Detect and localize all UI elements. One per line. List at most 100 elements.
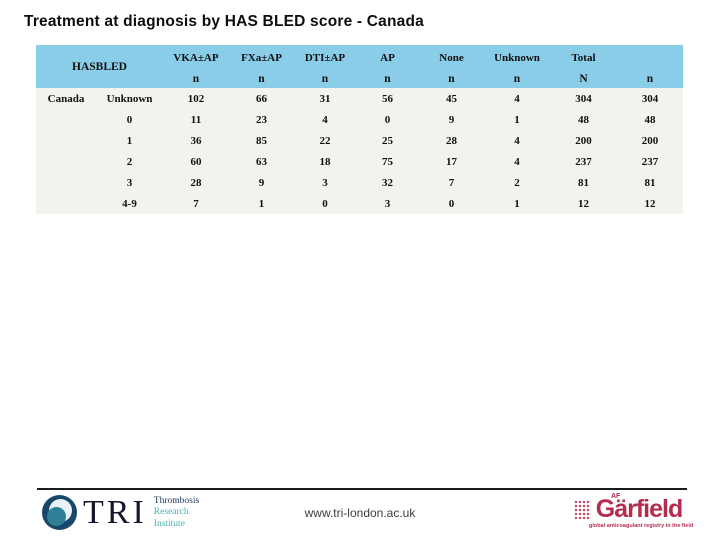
table-cell: 1 xyxy=(229,193,294,214)
sub-header-n: n xyxy=(163,70,229,88)
hasbled-score-cell: 0 xyxy=(96,109,163,130)
table-cell: 1 xyxy=(484,193,550,214)
sub-header-n: n xyxy=(229,70,294,88)
table-row: 4-9 7 1 0 3 0 1 12 12 xyxy=(36,193,683,214)
table-cell: 304 xyxy=(617,88,683,109)
table-cell: 75 xyxy=(356,151,419,172)
table-cell: 23 xyxy=(229,109,294,130)
table-cell: 56 xyxy=(356,88,419,109)
page-title: Treatment at diagnosis by HAS BLED score… xyxy=(24,13,424,30)
col-header-total: Total xyxy=(550,45,617,70)
col-header-none: None xyxy=(419,45,484,70)
garfield-tagline: global anticoagulant registry in the fie… xyxy=(589,523,694,529)
table-row: 1 36 85 22 25 28 4 200 200 xyxy=(36,130,683,151)
table-cell: 48 xyxy=(617,109,683,130)
table-cell: 200 xyxy=(550,130,617,151)
table-cell: 0 xyxy=(294,193,356,214)
garfield-af-label: AF xyxy=(611,493,621,500)
country-cell xyxy=(36,193,96,214)
sub-header-n: n xyxy=(356,70,419,88)
footer-divider xyxy=(37,488,687,490)
tri-logo: TRI Thrombosis Research Institute xyxy=(42,493,199,531)
garfield-wordmark: AF Gärfield xyxy=(574,493,689,523)
table-cell: 7 xyxy=(419,172,484,193)
table-cell: 11 xyxy=(163,109,229,130)
table-cell: 237 xyxy=(617,151,683,172)
table-cell: 4 xyxy=(294,109,356,130)
table-cell: 81 xyxy=(617,172,683,193)
table-cell: 237 xyxy=(550,151,617,172)
sub-header-n: n xyxy=(484,70,550,88)
country-cell: Canada xyxy=(36,88,96,109)
table-row: 0 11 23 4 0 9 1 48 48 xyxy=(36,109,683,130)
table-cell: 28 xyxy=(419,130,484,151)
table-cell: 48 xyxy=(550,109,617,130)
table-cell: 2 xyxy=(484,172,550,193)
col-header-vka-ap: VKA±AP xyxy=(163,45,229,70)
table-cell: 4 xyxy=(484,130,550,151)
table-cell: 45 xyxy=(419,88,484,109)
table-cell: 12 xyxy=(550,193,617,214)
garfield-word-text: Gärfield xyxy=(595,495,683,523)
table-cell: 304 xyxy=(550,88,617,109)
col-header-fxa-ap: FXa±AP xyxy=(229,45,294,70)
table-cell: 7 xyxy=(163,193,229,214)
tri-line-research: Research xyxy=(153,507,189,518)
hasbled-score-cell: 3 xyxy=(96,172,163,193)
sub-header-n: n xyxy=(617,70,683,88)
table-cell: 3 xyxy=(356,193,419,214)
hasbled-score-cell: Unknown xyxy=(96,88,163,109)
table-cell: 28 xyxy=(163,172,229,193)
col-header-dti-ap: DTI±AP xyxy=(294,45,356,70)
table-cell: 32 xyxy=(356,172,419,193)
table-cell: 200 xyxy=(617,130,683,151)
table-header: HASBLED VKA±AP FXa±AP DTI±AP AP None Unk… xyxy=(36,45,683,88)
hasbled-score-cell: 1 xyxy=(96,130,163,151)
garfield-halftone-dots-icon xyxy=(574,500,591,519)
tri-circle-icon xyxy=(42,495,77,531)
table-cell: 3 xyxy=(294,172,356,193)
table-row: 2 60 63 18 75 17 4 237 237 xyxy=(36,151,683,172)
table-cell: 4 xyxy=(484,88,550,109)
table-cell: 9 xyxy=(229,172,294,193)
table-row: 3 28 9 3 32 7 2 81 81 xyxy=(36,172,683,193)
table-cell: 63 xyxy=(229,151,294,172)
col-header-unknown: Unknown xyxy=(484,45,550,70)
col-header-blank xyxy=(617,45,683,70)
table-cell: 85 xyxy=(229,130,294,151)
corner-header-hasbled: HASBLED xyxy=(36,45,163,88)
table-cell: 81 xyxy=(550,172,617,193)
table-cell: 66 xyxy=(229,88,294,109)
country-cell xyxy=(36,130,96,151)
table-cell: 0 xyxy=(419,193,484,214)
table-cell: 22 xyxy=(294,130,356,151)
table-row: Canada Unknown 102 66 31 56 45 4 304 304 xyxy=(36,88,683,109)
hasbled-score-cell: 4-9 xyxy=(96,193,163,214)
tri-line-institute: Institute xyxy=(153,518,185,529)
sub-header-n: n xyxy=(419,70,484,88)
table-cell: 60 xyxy=(163,151,229,172)
sub-header-total-n: N xyxy=(550,70,617,88)
country-cell xyxy=(36,172,96,193)
tri-line-thrombosis: Thrombosis xyxy=(153,496,200,506)
country-cell xyxy=(36,109,96,130)
table-cell: 4 xyxy=(484,151,550,172)
table-cell: 17 xyxy=(419,151,484,172)
garfield-logo: AF Gärfield global anticoagulant registr… xyxy=(574,493,694,529)
table-cell: 1 xyxy=(484,109,550,130)
tri-institute-name: Thrombosis Research Institute xyxy=(154,495,199,530)
header-row-labels: HASBLED VKA±AP FXa±AP DTI±AP AP None Unk… xyxy=(36,45,683,88)
country-cell xyxy=(36,151,96,172)
table-cell: 9 xyxy=(419,109,484,130)
table-cell: 12 xyxy=(617,193,683,214)
sub-header-n: n xyxy=(294,70,356,88)
table-cell: 25 xyxy=(356,130,419,151)
tri-acronym: TRI xyxy=(83,493,147,531)
table-body: Canada Unknown 102 66 31 56 45 4 304 304… xyxy=(36,88,683,214)
table-cell: 31 xyxy=(294,88,356,109)
table-cell: 0 xyxy=(356,109,419,130)
header-row-units: n n n n n n N n xyxy=(36,70,683,88)
col-header-ap: AP xyxy=(356,45,419,70)
hasbled-score-cell: 2 xyxy=(96,151,163,172)
table-cell: 102 xyxy=(163,88,229,109)
